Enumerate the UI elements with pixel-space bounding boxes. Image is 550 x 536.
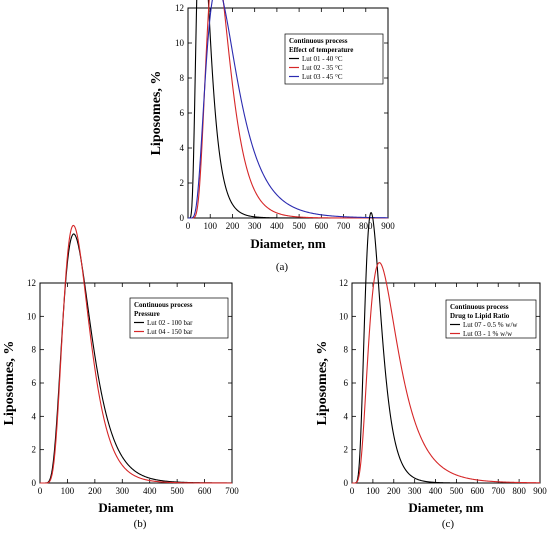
x-tick-label: 500 bbox=[292, 221, 306, 231]
y-tick-label: 6 bbox=[180, 108, 185, 118]
chart-panel-1: 0 100 200 300 400 500 600 700 800 900 0 2 4 6 8 10 12 Dia… bbox=[149, 0, 395, 273]
legend-entry-2: Lut 04 - 150 bar bbox=[147, 328, 193, 336]
series-line-2 bbox=[40, 224, 232, 484]
x-tick-label: 500 bbox=[170, 486, 184, 496]
x-tick-label: 700 bbox=[225, 486, 239, 496]
y-axis-label: Liposomes, % bbox=[149, 71, 164, 156]
legend-title-line-1: Continuous process bbox=[134, 301, 193, 309]
y-tick-label: 0 bbox=[180, 213, 185, 223]
y-tick-label: 12 bbox=[339, 278, 348, 288]
x-tick-label: 800 bbox=[512, 486, 526, 496]
x-tick-label: 400 bbox=[143, 486, 157, 496]
y-tick-label: 0 bbox=[344, 478, 349, 488]
series-line-2 bbox=[352, 262, 540, 484]
legend-title-line-1: Continuous process bbox=[450, 303, 509, 311]
series-line-1 bbox=[40, 233, 232, 484]
x-tick-label: 0 bbox=[350, 486, 355, 496]
legend-entry-1: Lut 01 - 40 °C bbox=[302, 55, 343, 63]
legend-title-line-1: Continuous process bbox=[289, 37, 348, 45]
x-tick-label: 400 bbox=[429, 486, 443, 496]
legend-box bbox=[284, 33, 384, 85]
legend-entry-1: Lut 02 - 100 bar bbox=[147, 319, 193, 327]
legend-title-line-2: Effect of temperature bbox=[289, 46, 353, 54]
panel-label: (b) bbox=[134, 518, 147, 530]
y-axis-label: Liposomes, % bbox=[2, 341, 17, 426]
series-line-2 bbox=[188, 0, 388, 219]
legend-entry-2: Lut 02 - 35 °C bbox=[302, 64, 343, 72]
legend-box bbox=[129, 297, 229, 339]
x-tick-label: 700 bbox=[337, 221, 351, 231]
x-tick-label: 200 bbox=[226, 221, 240, 231]
x-tick-label: 300 bbox=[116, 486, 130, 496]
x-axis-label: Diameter, nm bbox=[250, 236, 326, 251]
x-tick-label: 600 bbox=[315, 221, 329, 231]
y-tick-label: 10 bbox=[27, 311, 37, 321]
y-tick-label: 8 bbox=[32, 345, 37, 355]
y-tick-label: 4 bbox=[32, 411, 37, 421]
y-tick-label: 2 bbox=[180, 178, 185, 188]
x-tick-label: 200 bbox=[88, 486, 102, 496]
panel-label: (c) bbox=[442, 518, 455, 530]
legend-entry-3: Lut 03 - 45 °C bbox=[302, 73, 343, 81]
panel-label: (a) bbox=[276, 261, 289, 273]
x-tick-label: 100 bbox=[61, 486, 75, 496]
x-tick-label: 100 bbox=[366, 486, 380, 496]
legend-entry-2: Lut 03 - 1 % w/w bbox=[463, 330, 513, 338]
x-tick-label: 900 bbox=[533, 486, 547, 496]
x-tick-label: 200 bbox=[387, 486, 401, 496]
x-axis-label: Diameter, nm bbox=[98, 500, 174, 515]
x-tick-label: 400 bbox=[270, 221, 284, 231]
x-tick-label: 300 bbox=[408, 486, 422, 496]
x-tick-label: 0 bbox=[38, 486, 43, 496]
x-tick-label: 0 bbox=[186, 221, 191, 231]
x-axis-label: Diameter, nm bbox=[408, 500, 484, 515]
x-tick-label: 300 bbox=[248, 221, 262, 231]
y-tick-label: 4 bbox=[180, 143, 185, 153]
legend-entry-1: Lut 07 - 0.5 % w/w bbox=[463, 321, 518, 329]
x-tick-label: 600 bbox=[198, 486, 212, 496]
y-tick-label: 0 bbox=[32, 478, 37, 488]
series-line-1 bbox=[188, 0, 388, 219]
y-tick-label: 10 bbox=[339, 311, 349, 321]
y-tick-label: 10 bbox=[175, 38, 185, 48]
chart-panel-2: 0 100 200 300 400 500 600 700 0 2 4 6 8 10 12 Diameter,… bbox=[2, 224, 239, 530]
y-tick-label: 12 bbox=[27, 278, 36, 288]
y-tick-label: 8 bbox=[180, 73, 185, 83]
y-tick-label: 2 bbox=[344, 445, 349, 455]
x-tick-label: 500 bbox=[450, 486, 464, 496]
legend-title-line-2: Pressure bbox=[134, 310, 160, 318]
series-line-1 bbox=[352, 212, 540, 484]
y-axis-label: Liposomes, % bbox=[315, 341, 330, 426]
chart-panel-3: 0 100 200 300 400 500 600 700 800 900 0 2 4 6 8 10 12 Dia… bbox=[315, 212, 547, 530]
x-tick-label: 600 bbox=[471, 486, 485, 496]
y-tick-label: 8 bbox=[344, 345, 349, 355]
y-tick-label: 2 bbox=[32, 445, 37, 455]
legend-title-line-2: Drug to Lipid Ratio bbox=[450, 312, 510, 320]
x-tick-label: 800 bbox=[359, 221, 373, 231]
y-tick-label: 6 bbox=[32, 378, 37, 388]
x-tick-label: 900 bbox=[381, 221, 395, 231]
x-tick-label: 700 bbox=[491, 486, 505, 496]
x-tick-label: 100 bbox=[203, 221, 217, 231]
y-tick-label: 4 bbox=[344, 411, 349, 421]
y-tick-label: 6 bbox=[344, 378, 349, 388]
y-tick-label: 12 bbox=[175, 3, 184, 13]
series-line-3 bbox=[188, 0, 389, 219]
legend-box bbox=[445, 299, 537, 339]
